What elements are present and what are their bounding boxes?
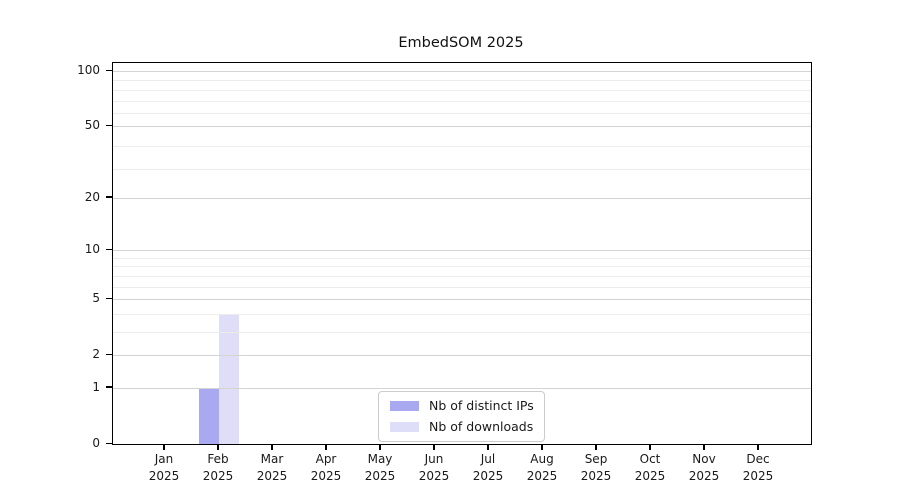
y-tick-mark (106, 248, 112, 251)
x-tick-mark (595, 444, 597, 450)
y-tick-mark (106, 196, 112, 198)
major-gridline (113, 126, 811, 128)
x-tick-mark (271, 444, 273, 450)
x-tick-label: Jul 2025 (472, 452, 504, 483)
y-tick-mark (106, 124, 112, 127)
x-tick-mark (487, 444, 489, 450)
legend-item-downloads: Nb of downloads (390, 420, 534, 434)
x-tick-label: Oct 2025 (634, 452, 666, 483)
y-tick-label: 1 (92, 379, 100, 394)
major-gridline (113, 71, 811, 72)
legend-swatch-distinct-ips (390, 401, 419, 411)
x-tick-mark (541, 444, 543, 450)
minor-gridline (113, 100, 811, 102)
bar-nb-of-distinct-ips (199, 387, 219, 444)
x-tick-label: Sep 2025 (580, 452, 612, 483)
minor-gridline (113, 113, 811, 115)
major-gridline (113, 197, 811, 199)
legend-swatch-downloads (390, 422, 419, 432)
major-gridline (113, 387, 811, 389)
plot-area: Nb of distinct IPs Nb of downloads (112, 62, 812, 445)
x-tick-mark (163, 444, 165, 450)
legend-label-downloads: Nb of downloads (429, 419, 534, 434)
major-gridline (113, 299, 811, 301)
x-tick-mark (379, 444, 381, 450)
y-tick-label: 0 (92, 436, 100, 450)
legend-item-distinct-ips: Nb of distinct IPs (390, 399, 534, 413)
y-tick-mark (106, 386, 112, 388)
minor-gridline (113, 257, 811, 259)
y-tick-label: 100 (77, 63, 100, 77)
y-tick-mark (106, 442, 112, 444)
x-tick-label: Jun 2025 (418, 452, 450, 483)
minor-gridline (113, 89, 811, 91)
x-tick-label: Nov 2025 (688, 452, 720, 483)
minor-gridline (113, 331, 811, 333)
y-tick-mark (106, 353, 112, 356)
y-tick-mark (106, 69, 112, 71)
major-gridline (113, 250, 811, 252)
legend-label-distinct-ips: Nb of distinct IPs (429, 398, 534, 413)
major-gridline (113, 355, 811, 357)
x-tick-mark (703, 444, 705, 450)
x-tick-label: Feb 2025 (202, 452, 234, 483)
y-tick-label: 5 (92, 291, 100, 306)
x-tick-mark (757, 444, 759, 450)
x-tick-mark (217, 444, 219, 450)
bar-nb-of-downloads (219, 313, 239, 444)
y-tick-label: 10 (84, 242, 100, 257)
x-tick-label: Dec 2025 (742, 452, 774, 483)
x-tick-mark (649, 444, 651, 450)
minor-gridline (113, 275, 811, 277)
x-tick-label: Aug 2025 (526, 452, 558, 483)
y-tick-mark (106, 297, 112, 300)
legend: Nb of distinct IPs Nb of downloads (378, 391, 545, 442)
minor-gridline (113, 266, 811, 268)
minor-gridline (113, 169, 811, 171)
y-tick-label: 2 (92, 347, 100, 362)
minor-gridline (113, 145, 811, 147)
x-tick-label: Mar 2025 (256, 452, 288, 483)
x-tick-label: Apr 2025 (310, 452, 342, 483)
x-tick-label: May 2025 (364, 452, 396, 483)
y-tick-label: 50 (84, 118, 100, 133)
y-tick-label: 20 (84, 189, 100, 204)
x-tick-label: Jan 2025 (148, 452, 180, 483)
x-tick-mark (325, 444, 327, 450)
chart-title: EmbedSOM 2025 (398, 35, 524, 51)
minor-gridline (113, 286, 811, 288)
minor-gridline (113, 80, 811, 82)
minor-gridline (113, 313, 811, 315)
x-tick-mark (433, 444, 435, 450)
